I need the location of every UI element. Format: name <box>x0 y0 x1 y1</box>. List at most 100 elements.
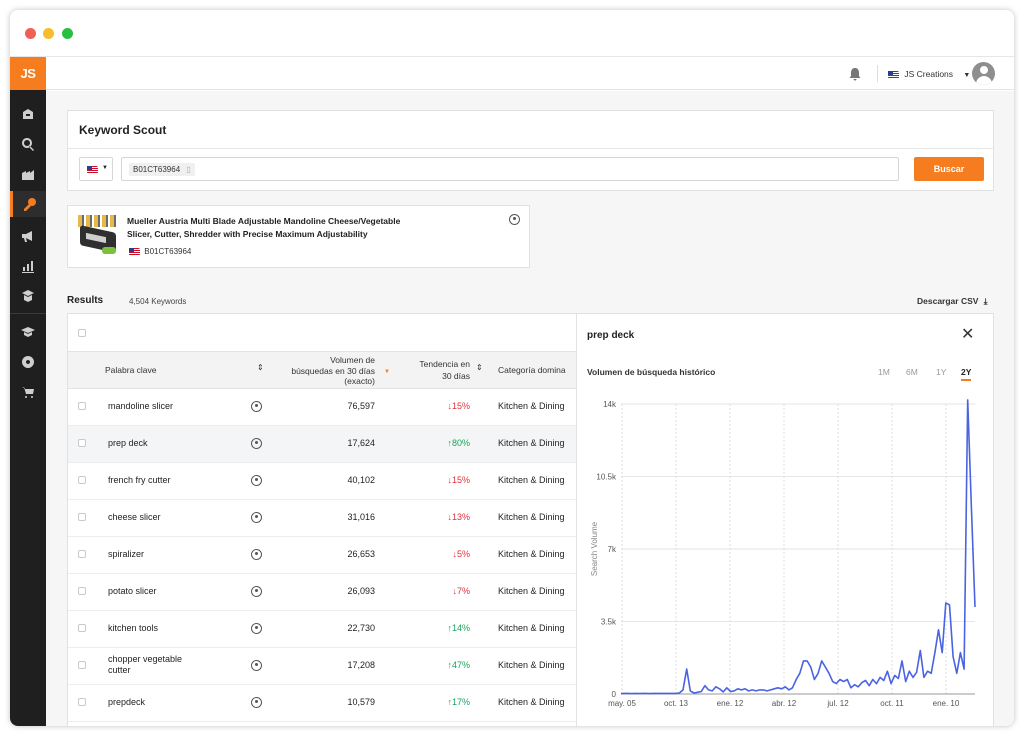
table-row[interactable]: potato slicer 26,093 ↓7% Kitchen & Dining <box>68 574 576 611</box>
category-cell: Kitchen & Dining <box>498 660 565 670</box>
row-checkbox[interactable] <box>78 661 86 669</box>
sort-icon[interactable]: ⇕ <box>476 363 483 372</box>
x-axis-label: Periodo de tiempo <box>764 724 833 726</box>
keyword-cell[interactable]: mandoline slicer <box>108 401 173 412</box>
select-all-checkbox[interactable] <box>78 329 86 337</box>
search-icon <box>21 138 34 151</box>
product-thumbnail[interactable] <box>76 213 120 257</box>
view-keyword-icon[interactable] <box>251 512 262 523</box>
view-product-icon[interactable] <box>509 214 520 225</box>
volume-cell: 26,653 <box>347 549 375 559</box>
view-keyword-icon[interactable] <box>251 475 262 486</box>
range-tab-6m[interactable]: 6M <box>906 367 918 377</box>
copy-icon[interactable]: ▯ <box>186 165 191 174</box>
page-title: Keyword Scout <box>79 123 167 137</box>
close-icon[interactable]: ✕ <box>961 326 975 343</box>
keyword-cell[interactable]: prepdeck <box>108 697 145 708</box>
x-tick-label: jul. 12 <box>826 699 849 708</box>
table-row[interactable]: kitchen tools 22,730 ↑14% Kitchen & Dining <box>68 611 576 648</box>
sidebar-item-suppliers[interactable] <box>10 161 46 187</box>
sidebar-item-university[interactable] <box>10 319 46 345</box>
view-keyword-icon[interactable] <box>251 438 262 449</box>
row-checkbox[interactable] <box>78 513 86 521</box>
keyword-cell[interactable]: cheese slicer <box>108 512 161 523</box>
table-row[interactable]: chopper vegetable cutter 17,208 ↑47% Kitchen… <box>68 648 576 685</box>
keyword-cell[interactable]: prep deck <box>108 438 148 449</box>
row-checkbox[interactable] <box>78 550 86 558</box>
maximize-window-button[interactable] <box>62 28 73 39</box>
table-row[interactable]: spiralizer 26,653 ↓5% Kitchen & Dining <box>68 537 576 574</box>
header-volume[interactable]: Volumen de búsquedas en 30 días (exacto) <box>273 355 375 387</box>
row-checkbox[interactable] <box>78 587 86 595</box>
marketplace-dropdown[interactable]: ▼ <box>79 157 113 181</box>
keyword-detail-panel: prep deck ✕ Volumen de búsqueda históric… <box>576 314 993 726</box>
row-checkbox[interactable] <box>78 439 86 447</box>
asin-search-input[interactable]: B01CT63964 ▯ <box>121 157 899 181</box>
volume-cell: 22,730 <box>347 623 375 633</box>
range-tab-1m[interactable]: 1M <box>878 367 890 377</box>
table-row[interactable]: cheese slicer 31,016 ↓13% Kitchen & Dining <box>68 500 576 537</box>
header-category[interactable]: Categoría domina <box>498 365 566 375</box>
y-tick-label: 0 <box>612 690 617 699</box>
product-asin: B01CT63964 <box>144 247 192 256</box>
view-keyword-icon[interactable] <box>251 401 262 412</box>
cart-icon <box>22 387 34 398</box>
table-header: Palabra clave ⇕ Volumen de búsquedas en … <box>68 352 576 389</box>
row-checkbox[interactable] <box>78 624 86 632</box>
app-logo[interactable]: JS <box>10 57 46 90</box>
category-cell: Kitchen & Dining <box>498 697 565 707</box>
asin-chip[interactable]: B01CT63964 ▯ <box>129 163 195 176</box>
x-tick-label: ene. 12 <box>717 699 744 708</box>
keyword-cell[interactable]: french fry cutter <box>108 475 171 486</box>
results-count: 4,504 Keywords <box>129 297 187 306</box>
sidebar-item-search[interactable] <box>10 131 46 157</box>
sidebar-item-academy[interactable] <box>10 283 46 309</box>
trend-cell: ↑17% <box>447 697 470 707</box>
account-switcher[interactable]: JS Creations ▼ <box>888 67 970 81</box>
app-window: JS <box>10 10 1014 726</box>
keyword-cell[interactable]: potato slicer <box>108 586 157 597</box>
keyword-cell[interactable]: spiralizer <box>108 549 144 560</box>
header-keyword[interactable]: Palabra clave <box>105 365 157 375</box>
range-tab-2y[interactable]: 2Y <box>961 367 972 381</box>
view-keyword-icon[interactable] <box>251 660 262 671</box>
row-checkbox[interactable] <box>78 476 86 484</box>
panel-subtitle: Volumen de búsqueda histórico <box>587 367 716 377</box>
us-flag-icon <box>87 166 98 174</box>
notification-bell-icon[interactable] <box>848 67 862 81</box>
table-row[interactable]: french fry cutter 40,102 ↓15% Kitchen & Din… <box>68 463 576 500</box>
x-tick-label: ene. 10 <box>933 699 960 708</box>
table-row[interactable]: prepdeck 10,579 ↑17% Kitchen & Dining <box>68 685 576 722</box>
view-keyword-icon[interactable] <box>251 549 262 560</box>
sidebar-item-analytics[interactable] <box>10 253 46 279</box>
table-row[interactable]: pampered chef15,014↓11%Kitchen & Dining <box>68 722 576 726</box>
y-tick-label: 10.5k <box>596 473 617 482</box>
sidebar: JS <box>10 57 46 726</box>
sidebar-item-extension[interactable] <box>10 349 46 375</box>
product-title[interactable]: Mueller Austria Multi Blade Adjustable M… <box>127 215 467 241</box>
avatar[interactable] <box>972 62 995 85</box>
table-row[interactable]: prep deck 17,624 ↑80% Kitchen & Dining <box>68 426 576 463</box>
table-row[interactable]: mandoline slicer 76,597 ↓15% Kitchen & Dini… <box>68 389 576 426</box>
keyword-cell[interactable]: kitchen tools <box>108 623 158 634</box>
sidebar-item-promotions[interactable] <box>10 223 46 249</box>
view-keyword-icon[interactable] <box>251 697 262 708</box>
header-trend[interactable]: Tendencia en 30 días <box>400 358 470 382</box>
download-csv-button[interactable]: Descargar CSV ⤓ <box>917 296 988 307</box>
minimize-window-button[interactable] <box>43 28 54 39</box>
range-tab-1y[interactable]: 1Y <box>936 367 947 377</box>
sort-icon[interactable]: ⇕ <box>257 363 264 372</box>
sort-desc-icon[interactable]: ▼ <box>384 369 390 375</box>
search-button[interactable]: Buscar <box>914 157 984 181</box>
sidebar-item-dashboard[interactable] <box>10 101 46 127</box>
view-keyword-icon[interactable] <box>251 623 262 634</box>
us-flag-icon <box>129 247 140 256</box>
sidebar-item-keywords[interactable] <box>10 191 46 217</box>
panel-title: prep deck <box>587 330 635 341</box>
view-keyword-icon[interactable] <box>251 586 262 597</box>
keyword-cell[interactable]: chopper vegetable cutter <box>108 654 182 676</box>
row-checkbox[interactable] <box>78 402 86 410</box>
sidebar-item-marketplace[interactable] <box>10 379 46 405</box>
close-window-button[interactable] <box>25 28 36 39</box>
row-checkbox[interactable] <box>78 698 86 706</box>
